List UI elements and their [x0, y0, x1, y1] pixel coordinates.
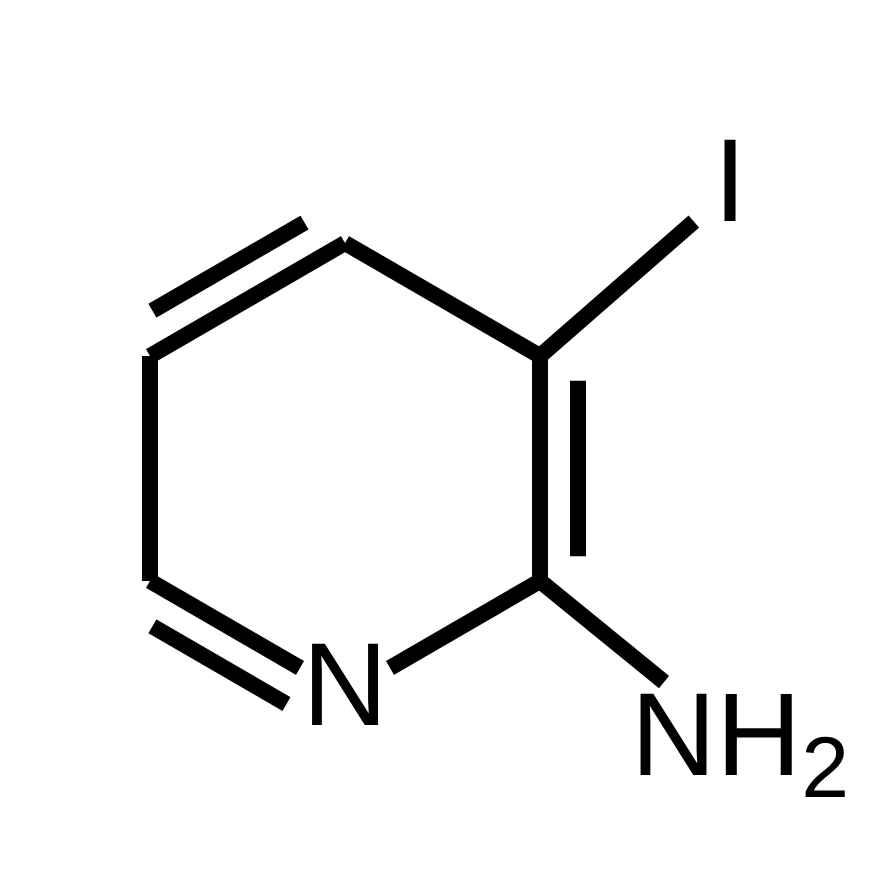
bond-C2-NH2: [540, 581, 664, 682]
bond-C4-C5-inner: [152, 223, 304, 311]
chemical-structure-diagram: N I NH2: [0, 0, 890, 890]
bond-C6-N_ring-inner: [152, 626, 286, 704]
atom-label-N_ring: N: [302, 619, 387, 751]
atom-label-NH2: NH2: [631, 669, 849, 816]
bond-C6-N_ring-outer: [150, 581, 300, 668]
bond-C3-C4: [345, 243, 540, 356]
bond-N_ring-C2: [390, 581, 540, 668]
bond-C3-I: [540, 222, 694, 356]
atom-label-I: I: [714, 115, 747, 247]
